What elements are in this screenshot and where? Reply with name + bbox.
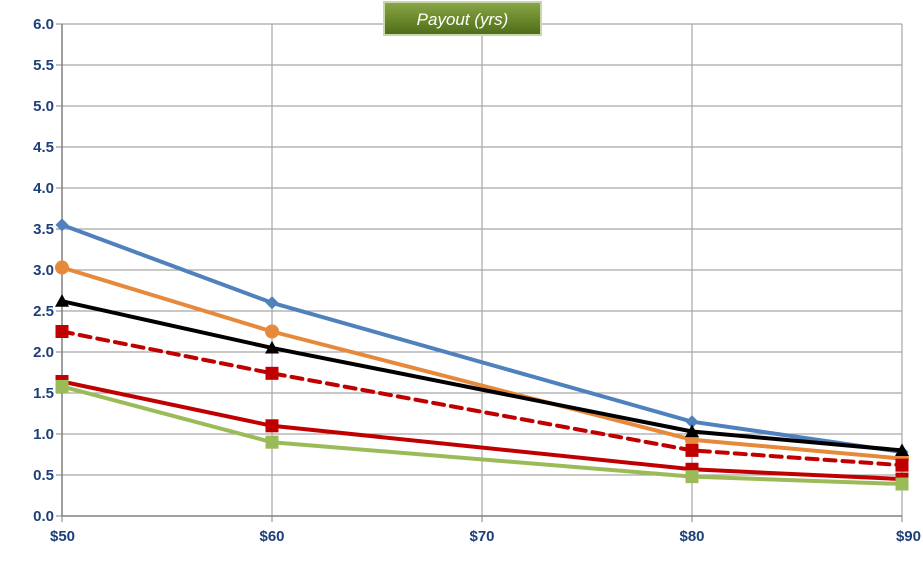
y-tick-label: 6.0 <box>33 16 54 33</box>
y-tick-label: 0.5 <box>33 467 54 484</box>
x-tick-label: $80 <box>679 528 704 545</box>
y-tick-label: 5.5 <box>33 57 54 74</box>
data-point <box>895 458 909 472</box>
series-4 <box>55 325 909 472</box>
y-tick-label: 0.0 <box>33 508 54 525</box>
data-point <box>265 366 279 380</box>
data-point <box>55 294 69 307</box>
series-line <box>60 299 904 453</box>
data-point <box>265 324 279 339</box>
chart-title: Payout (yrs) <box>417 10 509 29</box>
series-3 <box>55 294 909 456</box>
x-tick-label: $70 <box>469 528 494 545</box>
data-point <box>265 419 279 433</box>
chart-title-background <box>383 1 542 36</box>
series-1 <box>55 218 909 459</box>
data-point <box>685 443 699 457</box>
data-point <box>685 415 699 429</box>
x-tick-label: $90 <box>896 528 921 545</box>
data-point <box>265 296 279 310</box>
series-line <box>60 222 904 454</box>
y-tick-label: 5.0 <box>33 98 54 115</box>
y-tick-label: 1.0 <box>33 426 54 443</box>
data-point <box>685 424 699 438</box>
y-tick-label: 3.0 <box>33 262 54 279</box>
y-tick-label: 3.5 <box>33 221 54 238</box>
series-line <box>60 329 904 468</box>
chart-title-box: Payout (yrs) <box>383 1 542 36</box>
data-point <box>895 443 909 456</box>
data-point <box>55 218 69 232</box>
y-tick-label: 4.5 <box>33 139 54 156</box>
series-line <box>60 265 904 461</box>
data-point <box>55 260 69 275</box>
series-6 <box>55 379 909 491</box>
axes: 0.0 0.5 1.0 1.5 2.0 2.5 3.0 3.5 4.0 4.5 5.0 5.5 6.0 $… <box>33 16 921 545</box>
grid-lines <box>62 23 903 516</box>
data-point <box>265 435 279 449</box>
y-tick-label: 1.5 <box>33 385 54 402</box>
data-point <box>265 340 279 354</box>
x-tick-label: $60 <box>259 528 284 545</box>
y-tick-label: 2.0 <box>33 344 54 361</box>
data-point <box>55 325 69 338</box>
y-tick-label: 2.5 <box>33 303 54 320</box>
series-line <box>60 384 904 486</box>
series-layer <box>55 218 909 491</box>
data-point <box>55 379 69 393</box>
data-point <box>895 477 909 491</box>
x-tick-label: $50 <box>50 528 75 545</box>
y-tick-label: 4.0 <box>33 180 54 197</box>
series-line <box>60 379 904 482</box>
data-point <box>685 470 699 484</box>
